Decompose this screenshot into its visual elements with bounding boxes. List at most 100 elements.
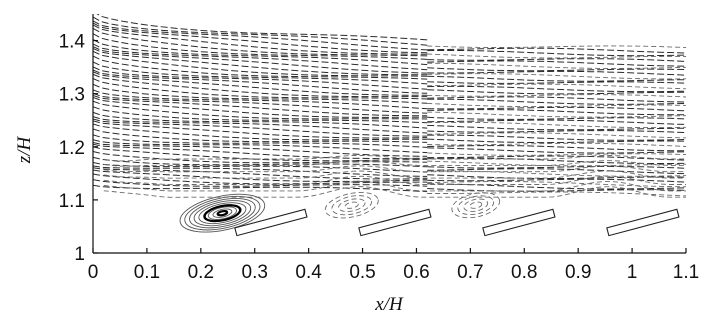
wall-streamline — [103, 186, 686, 198]
streamline — [93, 73, 428, 98]
axes — [92, 14, 686, 254]
streamline — [427, 181, 686, 188]
streamline — [93, 156, 428, 168]
x-tick-label: 1 — [627, 262, 638, 283]
streamline — [93, 22, 428, 54]
streamline — [93, 151, 428, 164]
streamline — [93, 83, 428, 104]
y-tick-label: 1 — [74, 244, 85, 265]
vortex-ring — [457, 195, 495, 216]
streamline — [427, 70, 686, 76]
streamline — [427, 81, 686, 84]
y-ticks: 1 1.1 1.2 1.3 1.4 — [59, 32, 98, 265]
vortex-core — [203, 204, 242, 223]
streamline — [93, 111, 428, 129]
streamline — [93, 142, 428, 157]
x-tick-label: 0.3 — [242, 262, 268, 283]
streamline — [93, 97, 428, 118]
streamline — [93, 71, 428, 96]
x-tick-label: 0.1 — [134, 262, 160, 283]
streamline — [427, 188, 686, 192]
streamline — [93, 66, 428, 90]
vortex-ring — [338, 198, 366, 212]
streamline — [93, 89, 428, 110]
streamline — [93, 55, 428, 80]
streamline — [427, 134, 686, 141]
x-tick-label: 0.6 — [403, 262, 429, 283]
vortex-ring — [212, 208, 233, 218]
streamline — [93, 33, 428, 60]
inclined-plate — [606, 208, 680, 237]
streamline — [93, 123, 428, 141]
vortex-ring — [207, 206, 237, 220]
streamline — [427, 119, 686, 125]
streamline — [93, 106, 428, 124]
streamline — [93, 92, 428, 114]
streamline — [427, 178, 686, 183]
vortex-ring — [463, 198, 489, 212]
streamline — [93, 43, 428, 71]
streamline — [427, 60, 686, 67]
streamline — [427, 166, 686, 169]
vortex-ring — [451, 192, 501, 219]
x-tick-label: 0.2 — [188, 262, 214, 283]
streamline — [427, 152, 686, 156]
vortex-ring — [216, 209, 229, 217]
streamline — [427, 58, 686, 62]
streamline — [93, 20, 428, 51]
streamline — [427, 50, 686, 57]
vortex-ring — [331, 195, 373, 216]
streamline — [93, 39, 428, 66]
streamline — [93, 128, 428, 143]
streamline — [93, 134, 428, 148]
streamline — [427, 155, 686, 161]
streamline — [427, 132, 686, 139]
y-tick-label: 1.2 — [59, 138, 85, 159]
x-tick-label: 0.5 — [349, 262, 375, 283]
streamline — [93, 61, 428, 85]
x-tick-label: 0.9 — [565, 262, 591, 283]
streamline — [427, 168, 686, 175]
wall-streamline — [103, 175, 686, 186]
streamline — [96, 14, 428, 41]
x-tick-label: 0.7 — [457, 262, 483, 283]
streamline — [427, 121, 686, 129]
x-tick-label: 0 — [88, 262, 99, 283]
streamline — [93, 118, 428, 137]
y-axis-title: z/H — [14, 136, 35, 165]
streamline — [93, 27, 428, 57]
x-tick-label: 0.4 — [295, 262, 322, 283]
streamline — [93, 46, 428, 74]
vortex-ring — [324, 192, 379, 219]
streamline — [427, 147, 686, 154]
wall-streamline — [103, 155, 686, 162]
streamline — [427, 83, 686, 90]
streamline — [93, 184, 428, 193]
plot-area — [93, 14, 686, 237]
inclined-plate — [482, 208, 556, 237]
wall-streamline — [103, 180, 686, 192]
x-tick-label: 1.1 — [673, 262, 699, 283]
streamline — [427, 109, 686, 116]
streamline — [427, 94, 686, 98]
streamline — [93, 16, 428, 46]
streamline — [93, 173, 428, 185]
streamline — [427, 142, 686, 147]
streamline — [93, 143, 428, 160]
streamline — [427, 98, 686, 105]
streamline — [93, 24, 428, 55]
streamline — [427, 106, 686, 112]
wall-streamline — [103, 160, 686, 167]
streamline — [427, 53, 686, 59]
streamline — [427, 85, 686, 93]
streamline — [427, 73, 686, 80]
streamline — [427, 191, 686, 197]
streamline — [93, 146, 428, 162]
vortex-ring — [469, 201, 483, 209]
streamline — [427, 170, 686, 177]
streamline — [427, 116, 686, 120]
streamline — [427, 45, 686, 48]
streamline — [93, 95, 428, 117]
streamline — [93, 50, 428, 77]
streamline — [427, 67, 686, 72]
